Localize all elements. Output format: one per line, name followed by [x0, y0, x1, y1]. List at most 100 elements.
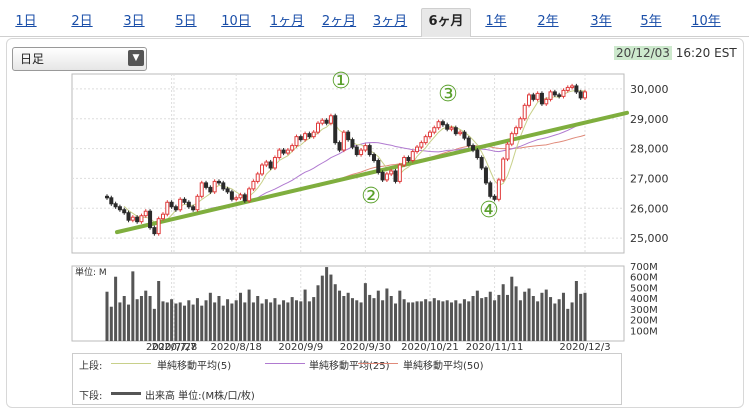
tab-10[interactable]: 2年	[537, 14, 559, 29]
candle	[320, 119, 325, 124]
tab-5[interactable]: 1ヶ月	[269, 14, 305, 29]
candle	[281, 149, 286, 154]
candle	[483, 167, 488, 184]
candle	[496, 179, 501, 200]
pattern-annotation: ②	[361, 184, 381, 209]
price-tick-label: 28,000	[630, 143, 669, 156]
tab-6[interactable]: 2ヶ月	[321, 14, 357, 29]
pattern-annotation: ③	[438, 82, 458, 107]
volume-bar	[419, 301, 423, 341]
candle	[328, 115, 333, 124]
volume-bar	[221, 305, 225, 341]
volume-bar	[549, 297, 553, 341]
volume-bar	[200, 305, 204, 341]
volume-bar	[402, 299, 406, 341]
volume-bar	[381, 300, 385, 341]
candle	[561, 89, 566, 97]
volume-unit-label: 単位: M	[75, 266, 107, 278]
candle	[574, 85, 579, 93]
volume-bar	[579, 293, 583, 341]
candle	[565, 86, 570, 91]
volume-bar	[333, 284, 337, 341]
legend-ma50-swatch	[358, 363, 398, 364]
volume-bar	[394, 303, 398, 341]
candle	[371, 154, 376, 162]
candle	[109, 197, 114, 205]
candle	[514, 127, 519, 135]
candle	[389, 170, 394, 175]
candle	[432, 127, 437, 133]
candle	[212, 180, 217, 193]
tab-3[interactable]: 5日	[175, 14, 197, 29]
chevron-down-icon[interactable]: ▼	[128, 50, 144, 66]
volume-bar	[312, 297, 316, 341]
volume-bar	[161, 301, 165, 341]
volume-bar	[505, 294, 509, 341]
volume-bar	[269, 302, 273, 341]
volume-bar	[174, 303, 178, 341]
volume-bar	[574, 281, 578, 341]
volume-bar	[238, 292, 243, 341]
candle	[182, 198, 187, 203]
volume-bar	[359, 302, 363, 341]
candle	[531, 94, 536, 100]
candle	[221, 182, 226, 190]
candle	[384, 173, 389, 181]
volume-bar	[183, 305, 187, 341]
candle	[346, 131, 351, 141]
x-tick-label: 2020/7/7	[152, 342, 197, 353]
volume-tick-label: 200M	[630, 316, 658, 327]
candle	[104, 195, 110, 199]
volume-bar	[432, 298, 436, 341]
candle	[410, 151, 415, 162]
tab-2[interactable]: 3日	[123, 14, 145, 29]
tab-9[interactable]: 1年	[485, 14, 507, 29]
volume-bar	[148, 296, 152, 341]
volume-bar	[139, 296, 143, 341]
candle	[557, 94, 562, 97]
volume-bar	[213, 302, 217, 341]
tab-8[interactable]: 6ヶ月	[421, 8, 471, 37]
volume-bar	[277, 304, 281, 341]
candle	[393, 170, 398, 182]
candle	[268, 161, 273, 169]
candle	[518, 118, 523, 129]
candle	[380, 171, 385, 181]
legend-ma5-label: 単純移動平均(5)	[157, 361, 232, 372]
tab-1[interactable]: 2日	[71, 14, 93, 29]
candle	[462, 131, 467, 139]
tab-7[interactable]: 3ヶ月	[372, 14, 408, 29]
candle	[505, 143, 510, 160]
tab-13[interactable]: 10年	[691, 14, 721, 29]
candle	[427, 131, 432, 138]
candle	[225, 188, 230, 193]
candle	[122, 209, 127, 214]
candle	[402, 157, 407, 166]
volume-bar	[514, 286, 518, 341]
tab-0[interactable]: 1日	[15, 14, 37, 29]
period-select[interactable]: 日足 ▼	[12, 47, 147, 71]
candle	[290, 145, 295, 151]
volume-tick-label: 400M	[630, 294, 658, 305]
tab-11[interactable]: 3年	[590, 14, 612, 29]
candle	[578, 91, 583, 99]
candle	[139, 215, 144, 223]
candle	[440, 121, 445, 126]
candle	[303, 133, 308, 141]
volume-bar	[540, 292, 544, 341]
pattern-annotation: ④	[479, 198, 499, 223]
volume-bar	[372, 298, 376, 341]
volume-bar	[165, 302, 169, 341]
tab-4[interactable]: 10日	[221, 14, 251, 29]
volume-bar	[350, 298, 354, 341]
volume-bar	[294, 300, 298, 341]
candle	[264, 161, 269, 166]
candle	[419, 142, 424, 148]
candle	[316, 122, 321, 133]
candle	[415, 146, 420, 153]
tab-12[interactable]: 5年	[640, 14, 662, 29]
volume-bar	[114, 276, 118, 341]
legend-ma25-swatch	[265, 363, 305, 364]
candle	[216, 180, 221, 184]
candle	[397, 164, 402, 182]
